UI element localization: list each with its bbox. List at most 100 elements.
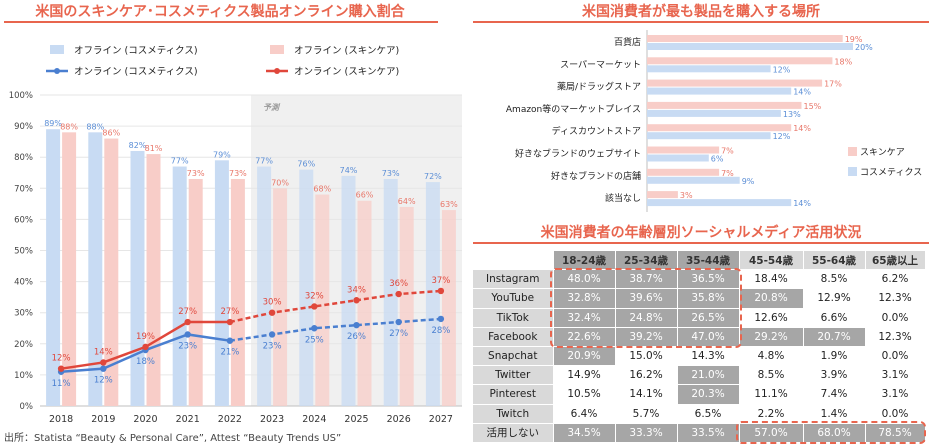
table-cell: 32.4% xyxy=(553,308,616,328)
category-label: ディスカウントストア xyxy=(552,125,641,137)
y-tick-label: 60% xyxy=(14,215,33,225)
bar xyxy=(441,210,456,406)
table-cell: 6.6% xyxy=(803,308,866,328)
bar-data-label: 77% xyxy=(255,157,273,166)
bar-data-label: 14% xyxy=(793,88,811,97)
table-cell: 14.1% xyxy=(615,384,678,405)
table-cell: 39.6% xyxy=(615,288,678,309)
bar-data-label: 88% xyxy=(60,122,78,131)
table-column-header: 18-24歳 xyxy=(553,251,616,271)
bar-data-label: 88% xyxy=(86,122,104,131)
table-cell: 16.2% xyxy=(615,365,678,386)
table-cell: 57.0% xyxy=(739,423,804,443)
line-point xyxy=(268,331,276,338)
table-cell: 3.1% xyxy=(865,365,926,386)
table-cell: 3.9% xyxy=(803,365,866,386)
bar-data-label: 77% xyxy=(171,157,189,166)
table-cell: 29.2% xyxy=(739,327,804,347)
category-label: 薬局/ドラッグストア xyxy=(557,81,641,93)
line-point xyxy=(100,365,107,372)
line-data-label: 28% xyxy=(431,326,450,336)
bar-skincare xyxy=(647,79,823,87)
table-cell: 6.5% xyxy=(677,404,740,424)
right-top-title-underline xyxy=(473,21,929,23)
y-tick-label: 90% xyxy=(14,122,33,132)
table-row: Twitter 14.9% 16.2% 21.0% 8.5% 3.9% 3.1% xyxy=(473,365,926,386)
bar-data-label: 20% xyxy=(855,43,873,52)
bar-data-label: 66% xyxy=(356,191,374,200)
bar-data-label: 14% xyxy=(793,199,811,208)
table-cell: 20.7% xyxy=(803,327,866,347)
category-label: 該当なし xyxy=(605,192,641,204)
line-data-label: 27% xyxy=(389,329,408,339)
table-cell: 7.4% xyxy=(803,384,866,405)
bar-skincare xyxy=(647,35,843,42)
table-row: YouTube 32.8% 39.6% 35.8% 20.8% 12.9% 12.3% xyxy=(473,288,926,309)
table-cell: 12.3% xyxy=(865,288,926,309)
bar-data-label: 19% xyxy=(845,35,863,44)
bar xyxy=(214,160,229,406)
line-data-label: 23% xyxy=(178,341,197,351)
table-cell: 33.3% xyxy=(615,423,678,443)
category-label: 百貨店 xyxy=(614,36,641,48)
bar xyxy=(130,150,145,406)
bar-data-label: 89% xyxy=(44,119,62,128)
bar-data-label: 86% xyxy=(102,129,120,138)
table-row-label: 活用しない xyxy=(473,423,554,443)
line-point xyxy=(395,290,402,298)
bar xyxy=(188,178,203,406)
table-cell: 8.5% xyxy=(739,365,804,386)
table-cell: 38.7% xyxy=(615,269,678,290)
line-point xyxy=(268,309,276,316)
bar xyxy=(341,175,356,406)
bar xyxy=(257,166,272,406)
highlight-young-users xyxy=(550,267,742,349)
bar-data-label: 15% xyxy=(804,102,822,111)
table-cell: 14.9% xyxy=(553,365,616,386)
category-label: 好きなブランドの店舗 xyxy=(551,170,641,182)
bar-skincare xyxy=(647,57,833,65)
social-media-table: 18-24歳 25-34歳 35-44歳 45-54歳 55-64歳 65歳以上 Inst… xyxy=(473,251,926,443)
x-tick-label: 2022 xyxy=(218,414,242,425)
table-row-label: Twitter xyxy=(473,365,554,386)
line-point xyxy=(142,343,149,351)
line-data-label: 11% xyxy=(52,379,71,389)
table-cell: 2.2% xyxy=(739,404,804,424)
line-data-label: 30% xyxy=(263,298,282,308)
table-cell: 6.2% xyxy=(865,269,926,290)
bar-data-label: 70% xyxy=(271,178,289,187)
line-point xyxy=(395,318,402,326)
right-bottom-title-underline xyxy=(473,242,929,244)
bar-data-label: 12% xyxy=(773,132,791,141)
x-tick-label: 2024 xyxy=(302,414,326,425)
table-cell: 35.8% xyxy=(677,288,740,309)
bar-data-label: 6% xyxy=(711,155,724,164)
line-point xyxy=(226,318,234,326)
legend-label: オンライン (スキンケア) xyxy=(294,67,399,78)
bar-data-label: 74% xyxy=(340,166,358,175)
y-tick-label: 50% xyxy=(14,247,33,257)
bar xyxy=(357,200,372,406)
table-cell: 0.0% xyxy=(865,308,926,328)
y-tick-label: 70% xyxy=(14,184,33,194)
series-line-forecast xyxy=(229,289,441,324)
line-point xyxy=(311,303,318,310)
legend-marker xyxy=(274,68,280,74)
legend-label: オフライン (スキンケア) xyxy=(294,46,399,57)
line-point xyxy=(353,321,360,329)
table-cell: 14.3% xyxy=(677,346,740,367)
bar-data-label: 73% xyxy=(229,169,247,178)
bar xyxy=(104,138,119,407)
table-column-header: 65歳以上 xyxy=(865,251,926,271)
legend-label: コスメティクス xyxy=(860,167,922,178)
bar-data-label: 82% xyxy=(129,141,147,150)
table-row: 活用しない 34.5% 33.3% 33.5% 57.0% 68.0% 78.5% xyxy=(473,423,926,443)
table-cell: 34.5% xyxy=(553,423,616,443)
table-cell: 6.4% xyxy=(553,404,616,424)
x-tick-label: 2027 xyxy=(429,414,453,425)
line-data-label: 25% xyxy=(305,335,324,345)
bar xyxy=(88,132,103,406)
line-data-label: 26% xyxy=(347,332,366,342)
table-row-label: Facebook xyxy=(473,327,554,347)
